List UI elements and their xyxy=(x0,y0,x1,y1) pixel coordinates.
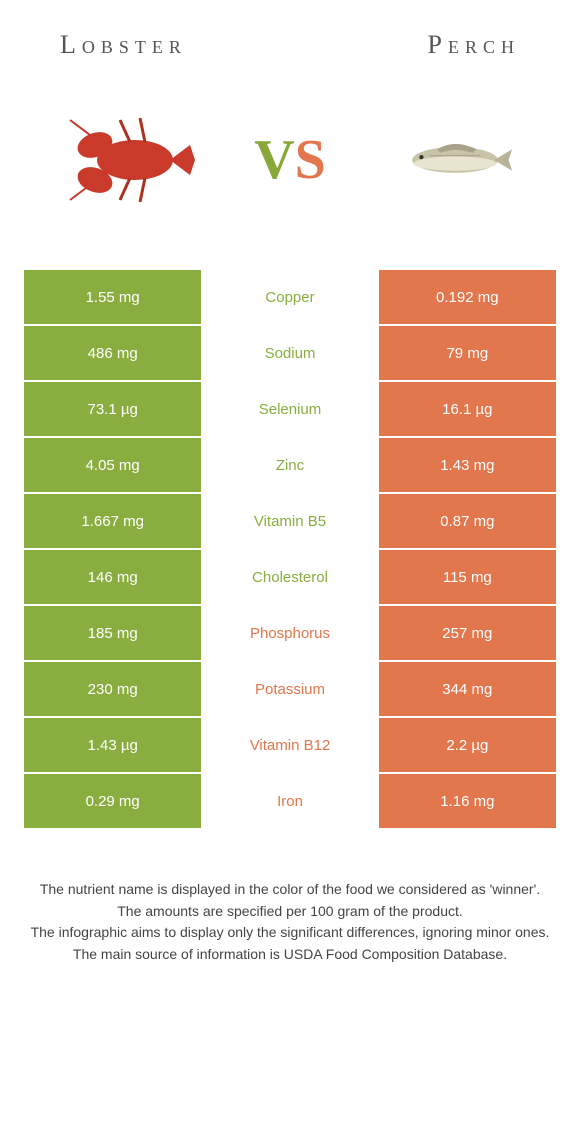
nutrient-name-cell: Cholesterol xyxy=(201,550,378,604)
table-row: 230 mgPotassium344 mg xyxy=(24,662,556,716)
footnote-line: The infographic aims to display only the… xyxy=(30,923,550,943)
right-value-cell: 257 mg xyxy=(379,606,556,660)
left-value-cell: 1.43 µg xyxy=(24,718,201,772)
right-value-cell: 115 mg xyxy=(379,550,556,604)
footnotes: The nutrient name is displayed in the co… xyxy=(0,830,580,964)
lobster-image xyxy=(40,90,210,230)
right-value-cell: 1.43 mg xyxy=(379,438,556,492)
vs-s-letter: S xyxy=(295,129,326,191)
nutrient-name-cell: Sodium xyxy=(201,326,378,380)
right-value-cell: 0.87 mg xyxy=(379,494,556,548)
footnote-line: The amounts are specified per 100 gram o… xyxy=(30,902,550,922)
table-row: 486 mgSodium79 mg xyxy=(24,326,556,380)
table-row: 1.55 mgCopper0.192 mg xyxy=(24,270,556,324)
left-value-cell: 230 mg xyxy=(24,662,201,716)
table-row: 1.667 mgVitamin B50.87 mg xyxy=(24,494,556,548)
nutrient-name-cell: Zinc xyxy=(201,438,378,492)
left-value-cell: 4.05 mg xyxy=(24,438,201,492)
table-row: 73.1 µgSelenium16.1 µg xyxy=(24,382,556,436)
vs-v-letter: V xyxy=(254,129,294,191)
right-value-cell: 1.16 mg xyxy=(379,774,556,828)
right-food-title: Perch xyxy=(428,30,520,60)
table-row: 146 mgCholesterol115 mg xyxy=(24,550,556,604)
right-value-cell: 0.192 mg xyxy=(379,270,556,324)
nutrient-name-cell: Phosphorus xyxy=(201,606,378,660)
footnote-line: The nutrient name is displayed in the co… xyxy=(30,880,550,900)
comparison-table: 1.55 mgCopper0.192 mg486 mgSodium79 mg73… xyxy=(0,270,580,828)
table-row: 185 mgPhosphorus257 mg xyxy=(24,606,556,660)
table-row: 1.43 µgVitamin B122.2 µg xyxy=(24,718,556,772)
vs-label: VS xyxy=(254,128,326,192)
left-value-cell: 185 mg xyxy=(24,606,201,660)
table-row: 0.29 mgIron1.16 mg xyxy=(24,774,556,828)
nutrient-name-cell: Copper xyxy=(201,270,378,324)
left-value-cell: 486 mg xyxy=(24,326,201,380)
nutrient-name-cell: Selenium xyxy=(201,382,378,436)
left-food-title: Lobster xyxy=(60,30,187,60)
right-value-cell: 2.2 µg xyxy=(379,718,556,772)
left-value-cell: 0.29 mg xyxy=(24,774,201,828)
nutrient-name-cell: Vitamin B5 xyxy=(201,494,378,548)
right-value-cell: 79 mg xyxy=(379,326,556,380)
perch-image xyxy=(370,90,540,230)
left-value-cell: 1.667 mg xyxy=(24,494,201,548)
nutrient-name-cell: Iron xyxy=(201,774,378,828)
table-row: 4.05 mgZinc1.43 mg xyxy=(24,438,556,492)
right-value-cell: 344 mg xyxy=(379,662,556,716)
left-value-cell: 146 mg xyxy=(24,550,201,604)
left-value-cell: 73.1 µg xyxy=(24,382,201,436)
images-row: VS xyxy=(0,70,580,270)
nutrient-name-cell: Potassium xyxy=(201,662,378,716)
left-value-cell: 1.55 mg xyxy=(24,270,201,324)
nutrient-name-cell: Vitamin B12 xyxy=(201,718,378,772)
footnote-line: The main source of information is USDA F… xyxy=(30,945,550,965)
right-value-cell: 16.1 µg xyxy=(379,382,556,436)
header-titles: Lobster Perch xyxy=(0,0,580,70)
